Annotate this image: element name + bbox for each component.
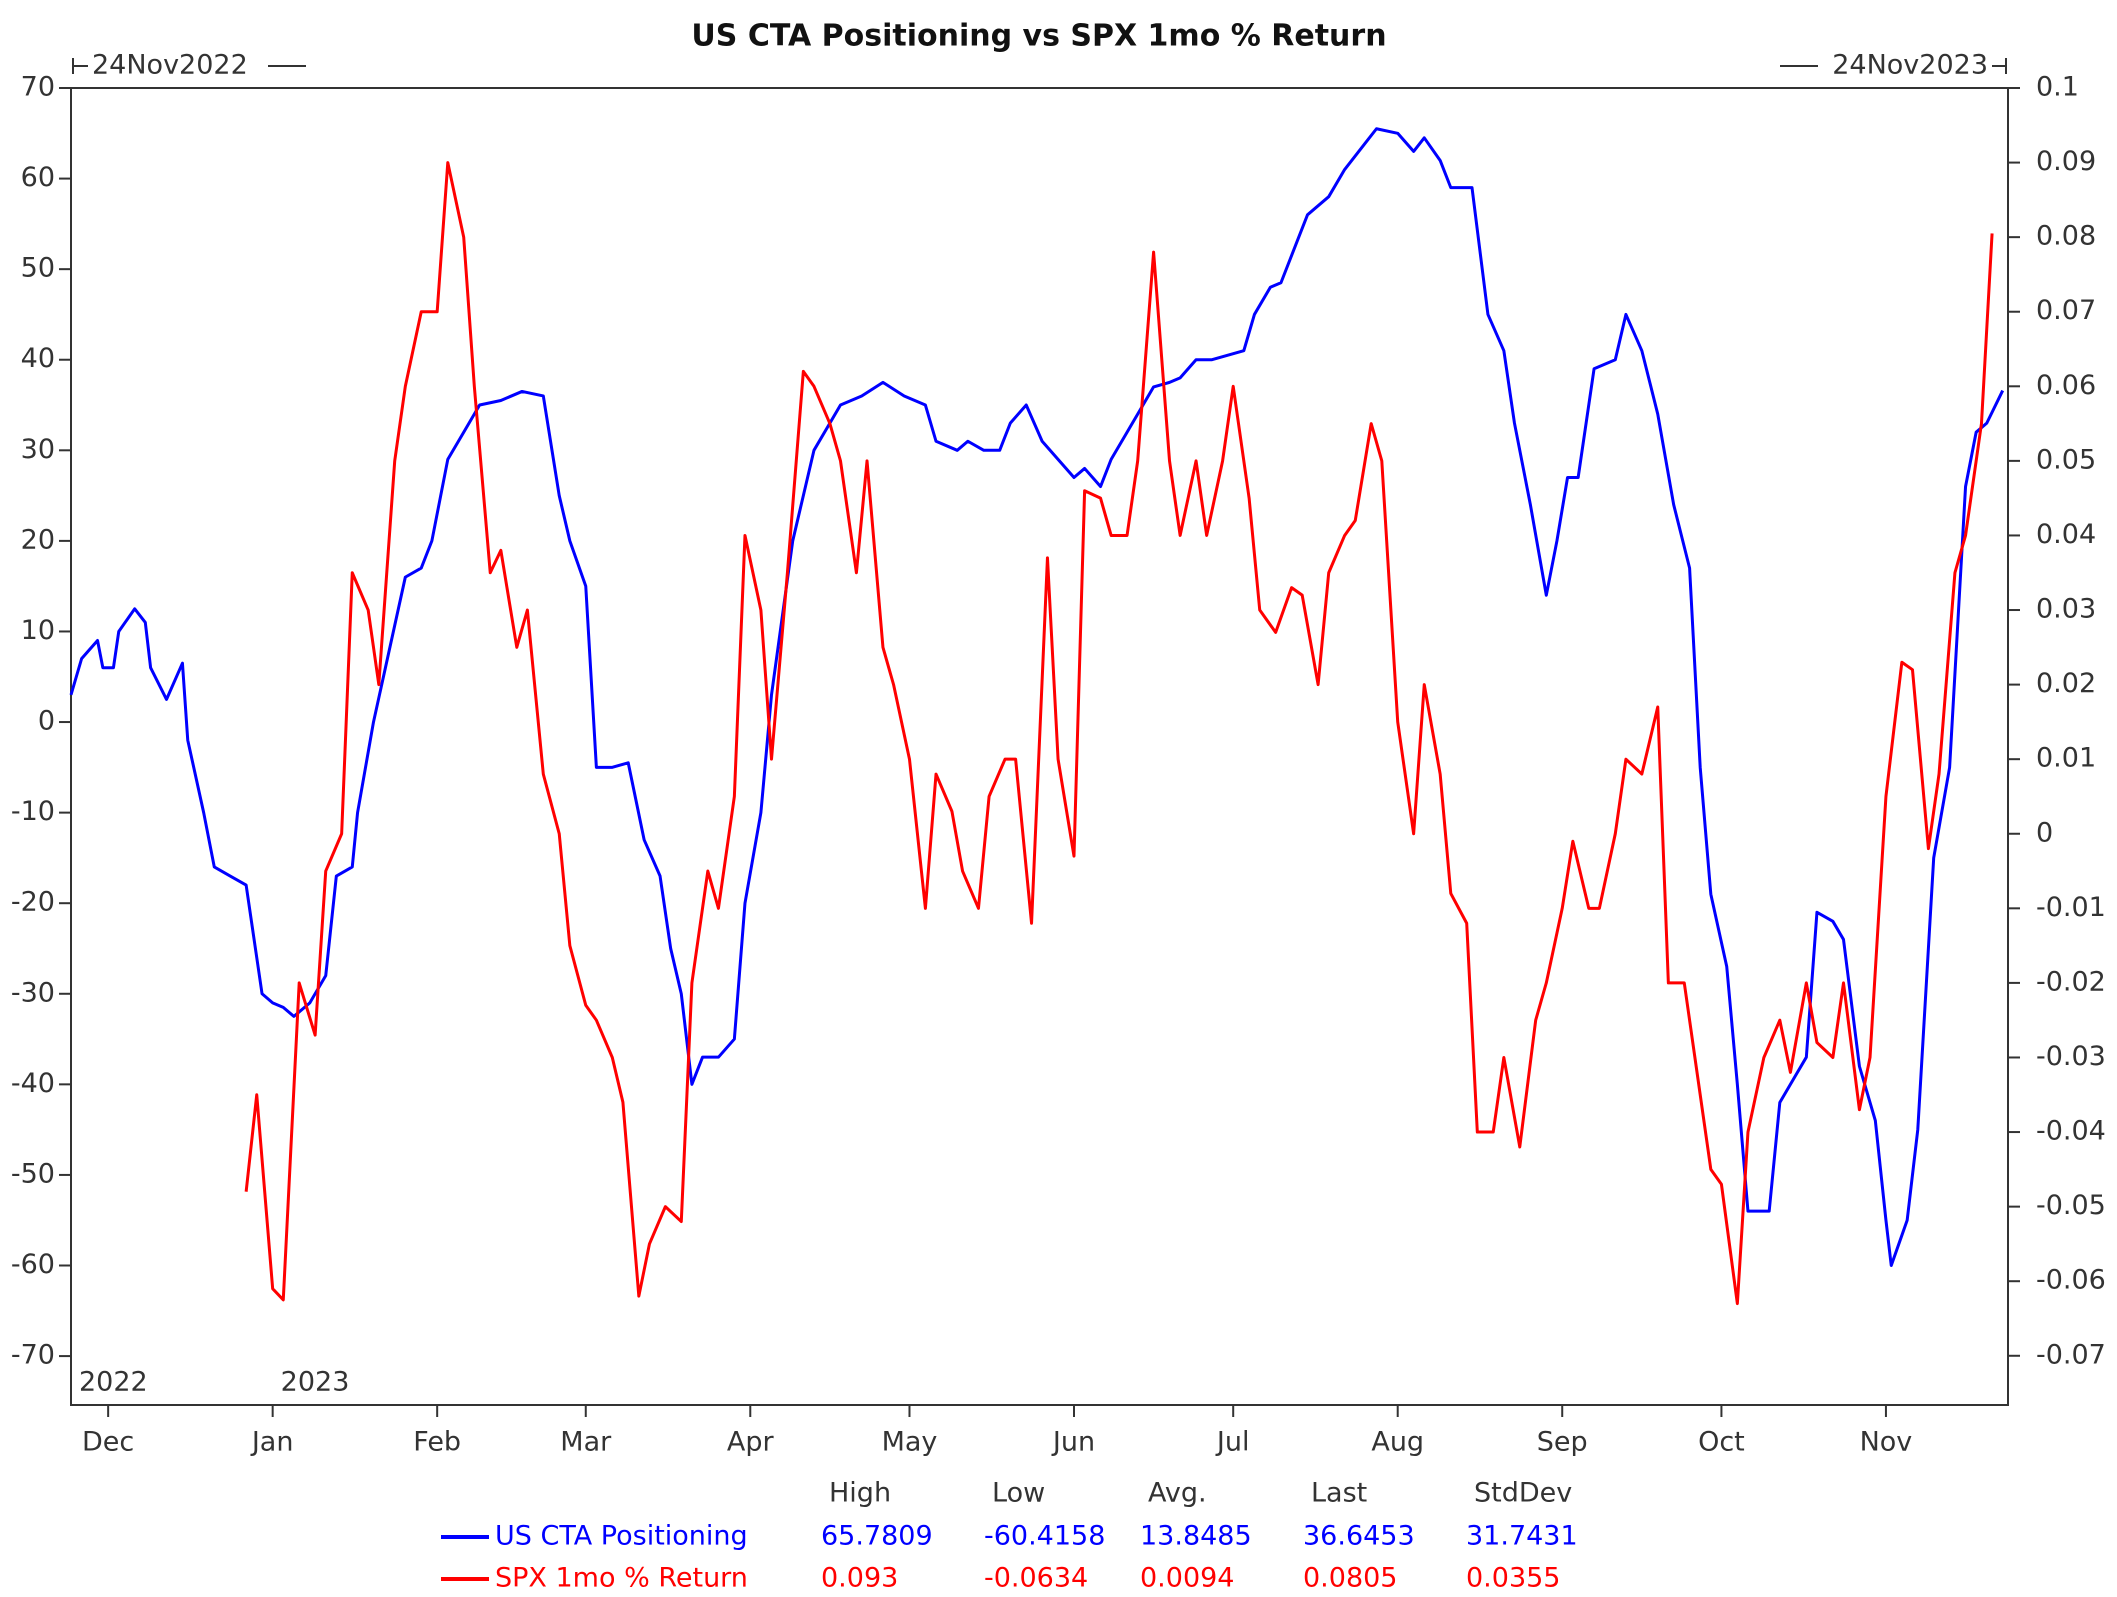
stat-value: -0.0634 (984, 1563, 1088, 1594)
y-tick-label: 50 (21, 253, 55, 284)
stat-value: 13.8485 (1140, 1521, 1252, 1552)
y2-tick-label: 0.01 (2036, 743, 2096, 774)
y-tick-label: -50 (11, 1158, 55, 1189)
year-label: 2023 (281, 1367, 350, 1398)
x-tick-label: Jan (250, 1427, 294, 1458)
y2-tick-label: -0.03 (2036, 1041, 2106, 1072)
x-tick-label: Jul (1215, 1427, 1250, 1458)
stat-value: 0.0094 (1140, 1563, 1234, 1594)
stat-value: 36.6453 (1303, 1521, 1415, 1552)
stat-value: 65.7809 (821, 1521, 933, 1552)
x-tick-label: Oct (1698, 1427, 1745, 1458)
y-tick-label: 60 (21, 162, 55, 193)
y-tick-label: 0 (38, 706, 55, 737)
year-label: 2022 (79, 1367, 148, 1398)
stat-value: 0.0805 (1303, 1563, 1397, 1594)
series-line (69, 127, 2005, 1268)
x-tick-label: Mar (560, 1427, 612, 1458)
y2-tick-label: -0.05 (2036, 1190, 2106, 1221)
series-line (244, 161, 1994, 1306)
stat-value: 31.7431 (1466, 1521, 1578, 1552)
y2-tick-label: 0.03 (2036, 594, 2096, 625)
y2-tick-label: 0.08 (2036, 221, 2096, 252)
y-tick-label: 30 (21, 434, 55, 465)
y2-tick-label: 0 (2036, 817, 2053, 848)
y2-tick-label: -0.04 (2036, 1116, 2106, 1147)
y2-tick-label: 0.1 (2036, 72, 2079, 103)
y2-tick-label: 0.05 (2036, 444, 2096, 475)
y-tick-label: -30 (11, 977, 55, 1008)
y-tick-label: 20 (21, 524, 55, 555)
y-tick-label: -70 (11, 1340, 55, 1371)
y2-tick-label: -0.01 (2036, 892, 2106, 923)
y2-tick-label: 0.09 (2036, 146, 2096, 177)
x-tick-label: May (882, 1427, 938, 1458)
y2-tick-label: -0.06 (2036, 1265, 2106, 1296)
plot-frame (70, 87, 2009, 1406)
y2-tick-label: 0.06 (2036, 370, 2096, 401)
y2-tick-label: -0.02 (2036, 966, 2106, 997)
x-tick-label: Sep (1537, 1427, 1588, 1458)
y-tick-label: 40 (21, 343, 55, 374)
legend-label: US CTA Positioning (495, 1521, 748, 1552)
x-tick-label: Apr (727, 1427, 775, 1458)
y2-tick-label: -0.07 (2036, 1339, 2106, 1370)
start-date: 24Nov2022 (92, 50, 248, 81)
stats-header: High (829, 1478, 891, 1509)
legend-label: SPX 1mo % Return (495, 1563, 748, 1594)
y-tick-label: -40 (11, 1068, 55, 1099)
end-date: 24Nov2023 (1832, 50, 1988, 81)
y-tick-label: -10 (11, 796, 55, 827)
x-tick-label: Nov (1860, 1427, 1913, 1458)
y2-tick-label: 0.02 (2036, 668, 2096, 699)
y-tick-label: -60 (11, 1249, 55, 1280)
x-tick-label: Dec (82, 1427, 134, 1458)
stats-header: Low (992, 1478, 1045, 1509)
x-tick-label: Feb (413, 1427, 461, 1458)
x-tick-label: Aug (1371, 1427, 1424, 1458)
y2-tick-label: 0.04 (2036, 519, 2096, 550)
stat-value: 0.093 (821, 1563, 898, 1594)
stats-header: StdDev (1474, 1478, 1572, 1509)
stat-value: -60.4158 (984, 1521, 1105, 1552)
chart-title: US CTA Positioning vs SPX 1mo % Return (691, 19, 1386, 54)
stat-value: 0.0355 (1466, 1563, 1560, 1594)
y2-tick-label: 0.07 (2036, 295, 2096, 326)
x-tick-label: Jun (1051, 1427, 1095, 1458)
y-tick-label: 70 (21, 72, 55, 103)
stats-header: Avg. (1148, 1478, 1207, 1509)
y-tick-label: 10 (21, 615, 55, 646)
y-tick-label: -20 (11, 887, 55, 918)
stats-header: Last (1311, 1478, 1367, 1509)
